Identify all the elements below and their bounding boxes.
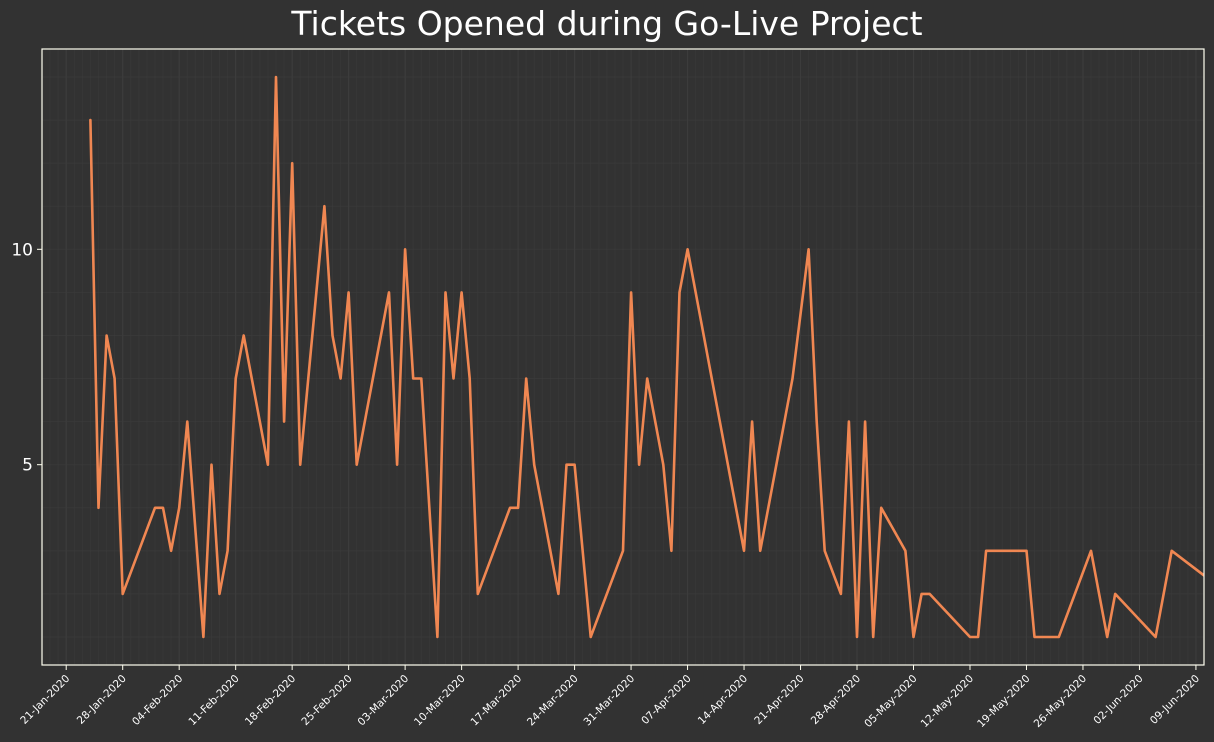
y-tick-label: 5 [22,456,33,476]
y-tick-label: 10 [11,240,33,260]
x-tick-label: 10-Mar-2020 [412,673,468,729]
x-tick-label: 18-Feb-2020 [243,673,298,728]
x-tick-label: 28-Apr-2020 [809,673,863,727]
x-tick-label: 09-Jun-2020 [1148,673,1202,727]
x-tick-label: 21-Apr-2020 [752,673,806,727]
x-tick-label: 31-Mar-2020 [581,673,637,729]
x-tick-label: 03-Mar-2020 [356,673,412,729]
x-tick-label: 25-Feb-2020 [299,673,354,728]
x-tick-label: 26-May-2020 [1032,673,1089,730]
plot-frame [41,48,1205,666]
series-line-0 [89,75,1204,639]
x-tick-label: 07-Apr-2020 [639,673,693,727]
x-tick-label: 05-May-2020 [862,673,919,730]
x-tick-label: 14-Apr-2020 [696,673,750,727]
x-tick-label: 12-May-2020 [919,673,976,730]
x-tick-label: 24-Mar-2020 [525,673,581,729]
chart-title: Tickets Opened during Go-Live Project [291,4,923,43]
x-tick-label: 02-Jun-2020 [1091,673,1145,727]
x-tick-label: 11-Feb-2020 [186,673,241,728]
x-tick-label: 28-Jan-2020 [75,673,129,727]
x-tick-label: 19-May-2020 [975,673,1032,730]
x-tick-label: 04-Feb-2020 [130,673,185,728]
x-tick-label: 17-Mar-2020 [468,673,524,729]
x-tick-label: 21-Jan-2020 [18,673,72,727]
